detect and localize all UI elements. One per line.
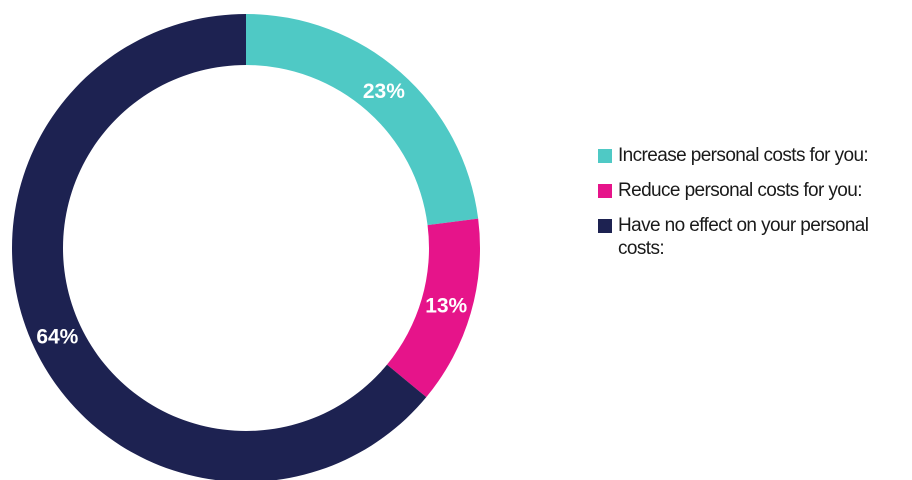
- donut-slice-increase: [246, 14, 479, 226]
- legend-item-reduce: Reduce personal costs for you:: [598, 179, 908, 202]
- donut-slice-no-effect: [12, 14, 427, 480]
- legend-swatch-no-effect: [598, 219, 612, 233]
- legend-item-increase: Increase personal costs for you:: [598, 144, 908, 167]
- value-label-no-effect: 64%: [36, 325, 78, 348]
- legend: Increase personal costs for you: Reduce …: [598, 144, 908, 272]
- legend-item-no-effect: Have no effect on your personal costs:: [598, 214, 908, 260]
- value-label-reduce: 13%: [425, 295, 467, 318]
- legend-label-reduce: Reduce personal costs for you:: [618, 180, 863, 201]
- donut-value-labels: 23% 13% 64%: [36, 80, 467, 348]
- donut-slice-reduce: [387, 218, 481, 398]
- legend-label-no-effect: Have no effect on your personal costs:: [618, 215, 869, 259]
- legend-swatch-increase: [598, 149, 612, 163]
- donut-slices: [12, 14, 481, 480]
- legend-label-increase: Increase personal costs for you:: [618, 145, 869, 166]
- legend-swatch-reduce: [598, 184, 612, 198]
- value-label-increase: 23%: [363, 80, 405, 103]
